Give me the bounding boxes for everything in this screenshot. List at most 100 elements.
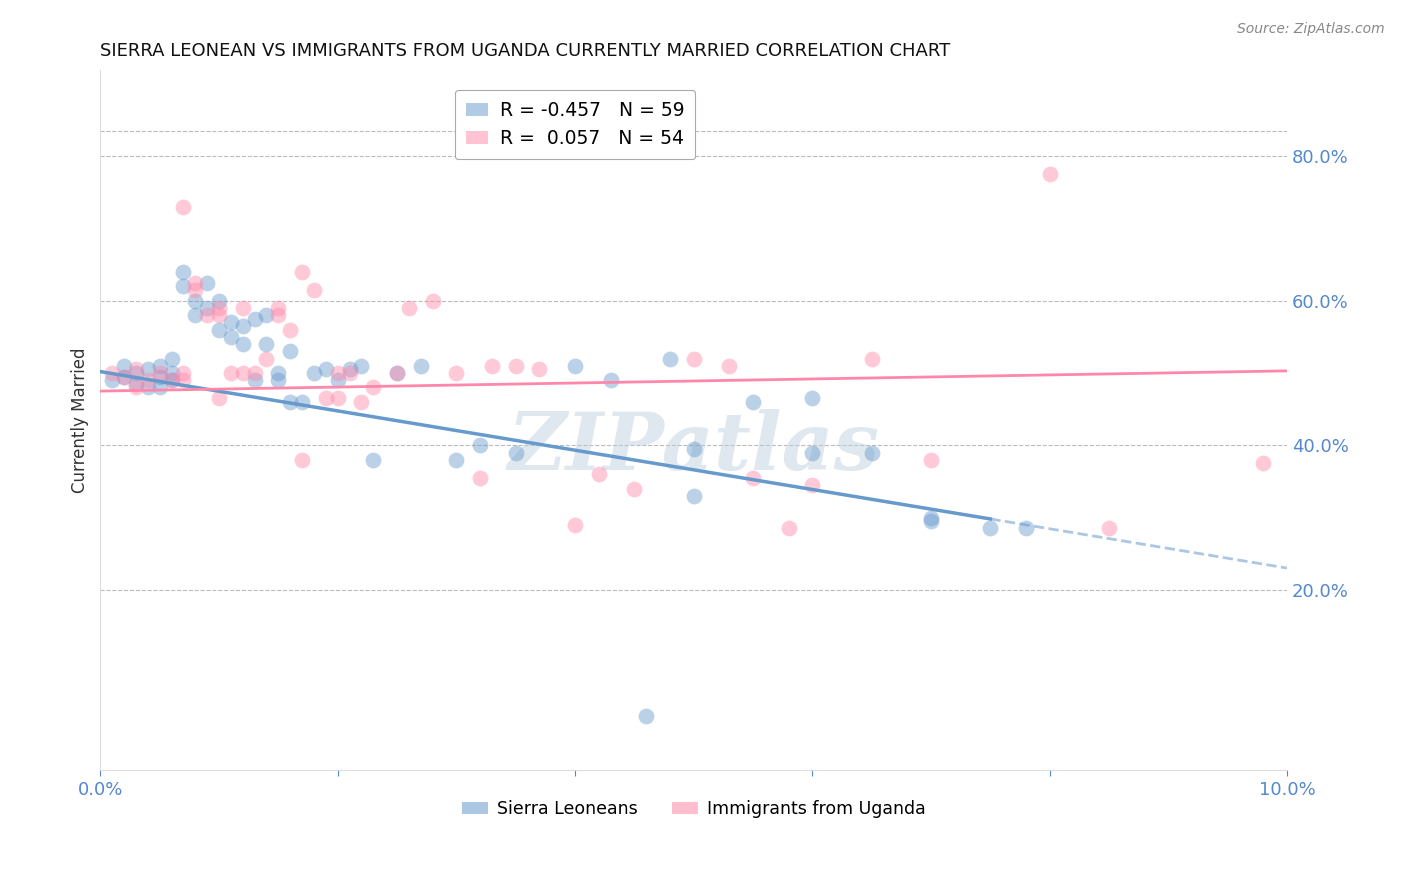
- Point: [136, 380, 159, 394]
- Point: [219, 330, 242, 344]
- Point: [920, 452, 942, 467]
- Point: [302, 283, 325, 297]
- Point: [232, 301, 254, 315]
- Point: [446, 452, 468, 467]
- Point: [149, 380, 172, 394]
- Point: [160, 373, 183, 387]
- Point: [149, 369, 172, 384]
- Point: [291, 395, 314, 409]
- Point: [243, 373, 266, 387]
- Point: [742, 471, 765, 485]
- Point: [149, 366, 172, 380]
- Point: [125, 380, 148, 394]
- Point: [778, 521, 800, 535]
- Point: [112, 369, 135, 384]
- Point: [860, 445, 883, 459]
- Point: [172, 279, 194, 293]
- Point: [920, 510, 942, 524]
- Point: [801, 445, 824, 459]
- Point: [101, 373, 124, 387]
- Point: [564, 517, 586, 532]
- Point: [125, 362, 148, 376]
- Point: [267, 308, 290, 322]
- Point: [243, 366, 266, 380]
- Text: Source: ZipAtlas.com: Source: ZipAtlas.com: [1237, 22, 1385, 37]
- Point: [160, 351, 183, 366]
- Point: [149, 359, 172, 373]
- Point: [291, 265, 314, 279]
- Point: [172, 373, 194, 387]
- Text: ZIPatlas: ZIPatlas: [508, 409, 880, 487]
- Point: [184, 293, 207, 308]
- Point: [860, 351, 883, 366]
- Point: [278, 323, 301, 337]
- Point: [718, 359, 741, 373]
- Point: [267, 373, 290, 387]
- Point: [267, 366, 290, 380]
- Point: [184, 283, 207, 297]
- Point: [278, 395, 301, 409]
- Point: [184, 276, 207, 290]
- Point: [315, 392, 337, 406]
- Point: [682, 489, 704, 503]
- Point: [1253, 456, 1275, 470]
- Point: [112, 369, 135, 384]
- Point: [232, 337, 254, 351]
- Point: [195, 308, 218, 322]
- Point: [599, 373, 621, 387]
- Point: [446, 366, 468, 380]
- Point: [623, 482, 645, 496]
- Point: [136, 373, 159, 387]
- Point: [232, 366, 254, 380]
- Point: [256, 351, 278, 366]
- Y-axis label: Currently Married: Currently Married: [72, 347, 89, 492]
- Point: [219, 316, 242, 330]
- Point: [208, 301, 231, 315]
- Point: [208, 323, 231, 337]
- Point: [350, 359, 373, 373]
- Point: [505, 359, 527, 373]
- Point: [172, 366, 194, 380]
- Point: [682, 351, 704, 366]
- Point: [208, 392, 231, 406]
- Point: [481, 359, 503, 373]
- Point: [172, 200, 194, 214]
- Point: [529, 362, 551, 376]
- Point: [742, 395, 765, 409]
- Point: [195, 301, 218, 315]
- Point: [409, 359, 432, 373]
- Point: [291, 452, 314, 467]
- Point: [101, 366, 124, 380]
- Point: [160, 373, 183, 387]
- Point: [302, 366, 325, 380]
- Point: [256, 337, 278, 351]
- Point: [350, 395, 373, 409]
- Point: [278, 344, 301, 359]
- Point: [363, 380, 385, 394]
- Point: [920, 514, 942, 528]
- Point: [326, 373, 349, 387]
- Point: [682, 442, 704, 456]
- Point: [385, 366, 408, 380]
- Point: [363, 452, 385, 467]
- Point: [801, 392, 824, 406]
- Point: [588, 467, 610, 482]
- Text: SIERRA LEONEAN VS IMMIGRANTS FROM UGANDA CURRENTLY MARRIED CORRELATION CHART: SIERRA LEONEAN VS IMMIGRANTS FROM UGANDA…: [100, 42, 950, 60]
- Point: [339, 366, 361, 380]
- Point: [468, 471, 491, 485]
- Point: [219, 366, 242, 380]
- Point: [160, 366, 183, 380]
- Point: [267, 301, 290, 315]
- Point: [184, 308, 207, 322]
- Point: [398, 301, 420, 315]
- Point: [112, 359, 135, 373]
- Point: [979, 521, 1001, 535]
- Point: [659, 351, 682, 366]
- Point: [125, 376, 148, 391]
- Point: [468, 438, 491, 452]
- Legend: Sierra Leoneans, Immigrants from Uganda: Sierra Leoneans, Immigrants from Uganda: [456, 793, 932, 825]
- Point: [232, 319, 254, 334]
- Point: [636, 709, 658, 723]
- Point: [125, 366, 148, 380]
- Point: [208, 293, 231, 308]
